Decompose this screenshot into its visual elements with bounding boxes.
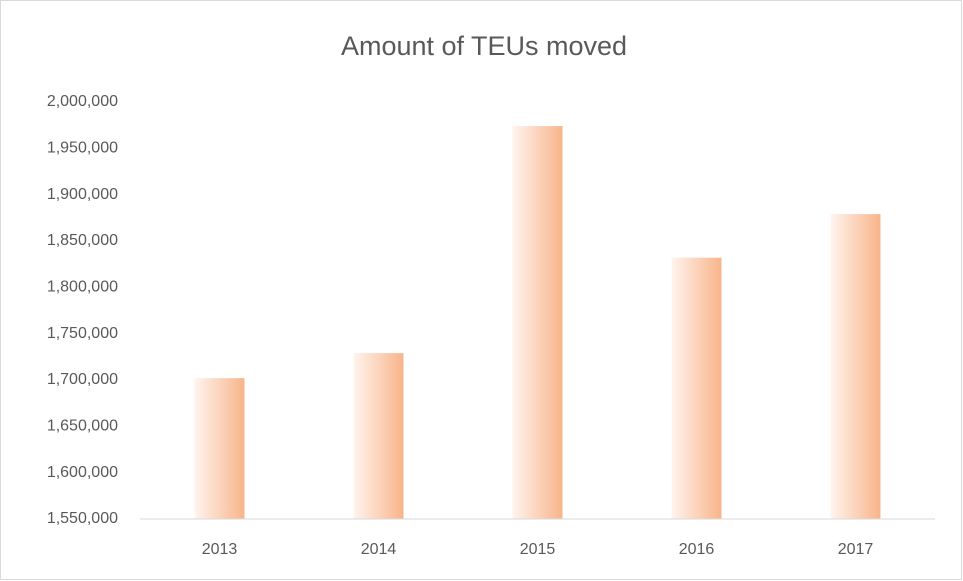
y-tick-label: 1,750,000: [47, 325, 118, 342]
x-tick-label: 2014: [361, 541, 397, 558]
y-tick-label: 1,950,000: [47, 140, 118, 157]
x-tick-label: 2017: [838, 541, 874, 558]
bar: [512, 126, 563, 520]
y-tick-label: 1,900,000: [47, 186, 118, 203]
bar: [830, 214, 881, 520]
chart-title: Amount of TEUs moved: [341, 31, 627, 61]
y-tick-label: 1,850,000: [47, 232, 118, 249]
y-tick-label: 1,800,000: [47, 279, 118, 296]
x-tick-label: 2013: [202, 541, 238, 558]
bar: [353, 353, 404, 519]
y-tick-label: 2,000,000: [47, 93, 118, 110]
bar: [671, 257, 722, 519]
bar: [194, 378, 245, 519]
y-tick-label: 1,650,000: [47, 418, 118, 435]
x-tick-label: 2015: [520, 541, 556, 558]
x-tick-label: 2016: [679, 541, 715, 558]
y-tick-label: 1,600,000: [47, 464, 118, 481]
y-tick-label: 1,700,000: [47, 371, 118, 388]
y-tick-label: 1,550,000: [47, 510, 118, 527]
